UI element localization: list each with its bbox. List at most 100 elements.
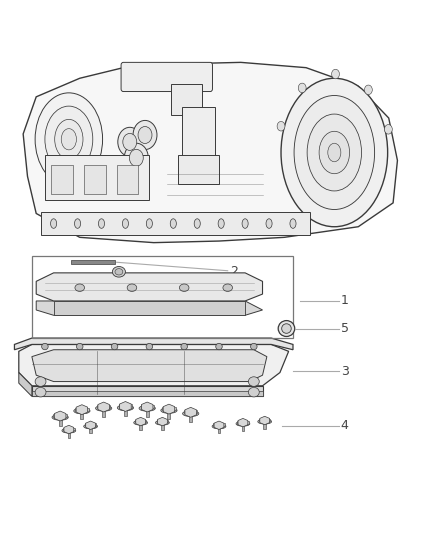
Bar [184,410,198,414]
Bar [135,420,146,423]
Bar [102,409,105,417]
Bar [157,420,168,423]
Ellipse shape [45,106,93,172]
Polygon shape [163,404,175,414]
Polygon shape [54,411,66,421]
Ellipse shape [42,343,48,350]
Ellipse shape [186,412,196,415]
Ellipse shape [281,78,388,227]
Ellipse shape [139,406,155,411]
Ellipse shape [161,407,177,413]
Bar [162,407,176,410]
Bar [167,411,170,419]
Ellipse shape [146,219,152,228]
Ellipse shape [170,219,177,228]
Bar [51,165,73,194]
Polygon shape [214,421,224,430]
Polygon shape [64,425,74,434]
Ellipse shape [218,219,224,228]
Polygon shape [36,301,262,316]
Ellipse shape [223,284,233,292]
Polygon shape [136,417,145,426]
Bar [53,414,67,417]
Ellipse shape [122,219,128,228]
Bar [218,426,220,433]
Ellipse shape [111,343,118,350]
Bar [161,423,164,430]
Ellipse shape [75,284,85,292]
Ellipse shape [133,120,157,150]
Ellipse shape [62,428,76,433]
Ellipse shape [307,114,361,191]
Polygon shape [86,421,95,430]
Polygon shape [260,416,270,425]
Bar [213,424,225,426]
Ellipse shape [236,421,250,426]
Polygon shape [158,417,167,426]
Polygon shape [36,273,262,301]
Ellipse shape [183,410,199,416]
Ellipse shape [242,219,248,228]
Bar [237,421,249,424]
Ellipse shape [146,343,152,350]
Bar [171,84,201,115]
Text: 4: 4 [341,419,349,432]
Ellipse shape [55,416,65,419]
Ellipse shape [319,131,350,174]
Ellipse shape [239,422,247,425]
Bar [45,155,149,200]
Bar [41,213,311,235]
Ellipse shape [138,126,152,143]
Ellipse shape [77,409,87,413]
Ellipse shape [215,425,223,428]
Ellipse shape [99,219,105,228]
Ellipse shape [35,93,102,185]
Ellipse shape [61,128,77,150]
Ellipse shape [117,405,134,411]
Ellipse shape [328,143,341,162]
Ellipse shape [180,284,189,292]
Ellipse shape [385,125,392,134]
Ellipse shape [194,219,200,228]
Bar [146,409,149,417]
Bar [124,408,127,416]
Bar [259,419,270,422]
Ellipse shape [95,406,112,411]
Bar [85,424,96,426]
Polygon shape [238,418,248,427]
Ellipse shape [55,119,83,159]
Polygon shape [32,386,262,397]
Bar [139,423,142,430]
Ellipse shape [278,320,295,336]
Ellipse shape [86,425,95,428]
Ellipse shape [158,421,167,424]
Ellipse shape [99,407,109,410]
Ellipse shape [134,420,148,425]
Ellipse shape [251,343,257,350]
Ellipse shape [298,83,306,93]
Ellipse shape [164,409,174,412]
Ellipse shape [35,377,46,386]
Polygon shape [14,338,293,350]
Ellipse shape [332,69,339,79]
Ellipse shape [294,95,374,209]
Ellipse shape [290,219,296,228]
Ellipse shape [248,387,259,397]
Bar [182,108,215,160]
Ellipse shape [113,266,125,277]
Bar [141,405,154,408]
Ellipse shape [136,421,145,424]
Bar [178,155,219,184]
Ellipse shape [74,408,90,414]
Ellipse shape [212,424,226,429]
Polygon shape [76,405,88,415]
Ellipse shape [142,407,152,410]
Bar [81,411,83,419]
Ellipse shape [260,420,269,423]
Polygon shape [32,391,262,397]
Ellipse shape [115,269,123,275]
Ellipse shape [248,377,259,386]
Bar [67,431,70,438]
Ellipse shape [155,420,170,425]
Ellipse shape [64,429,73,432]
